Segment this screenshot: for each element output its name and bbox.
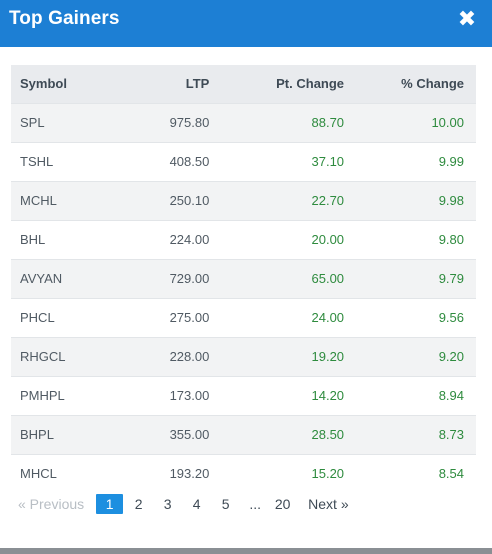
cell-pct-change: 8.54 <box>438 466 464 482</box>
cell-pct-change: 10.00 <box>431 115 464 130</box>
cell-symbol: PMHPL <box>20 388 65 403</box>
table-header-row: Symbol LTP Pt. Change % Change <box>11 65 476 103</box>
cell-pct-change: 8.94 <box>438 388 464 403</box>
cell-ltp: 250.10 <box>169 193 210 208</box>
cell-pt-change: 22.70 <box>311 193 345 208</box>
cell-symbol: RHGCL <box>20 349 66 364</box>
cell-pt-change: 88.70 <box>311 115 345 130</box>
cell-ltp: 173.00 <box>169 388 210 403</box>
cell-pt-change: 14.20 <box>311 388 345 403</box>
cell-ltp: 975.80 <box>169 115 210 130</box>
page-3-button[interactable]: 3 <box>163 496 172 512</box>
table-row[interactable]: MCHL 250.10 22.70 9.98 <box>11 181 476 220</box>
cell-symbol: MHCL <box>20 466 57 482</box>
page-5-button[interactable]: 5 <box>221 496 230 512</box>
column-header-symbol[interactable]: Symbol <box>20 76 67 92</box>
modal-title: Top Gainers <box>9 8 120 29</box>
table-row[interactable]: MHCL 193.20 15.20 8.54 <box>11 454 476 493</box>
page-4-button[interactable]: 4 <box>192 496 201 512</box>
cell-ltp: 729.00 <box>169 271 210 286</box>
cell-pct-change: 9.79 <box>438 271 464 286</box>
cell-symbol: PHCL <box>20 310 55 325</box>
cell-pt-change: 28.50 <box>311 427 345 442</box>
table-row[interactable]: SPL 975.80 88.70 10.00 <box>11 103 476 142</box>
modal-header: Top Gainers ✖ <box>0 0 492 47</box>
cell-symbol: BHPL <box>20 427 54 442</box>
cell-pt-change: 24.00 <box>311 310 345 325</box>
cell-pct-change: 9.56 <box>438 310 464 325</box>
cell-pct-change: 9.20 <box>438 349 464 364</box>
table-row[interactable]: RHGCL 228.00 19.20 9.20 <box>11 337 476 376</box>
footer-bar <box>0 548 492 554</box>
table-row[interactable]: TSHL 408.50 37.10 9.99 <box>11 142 476 181</box>
cell-pct-change: 9.99 <box>438 154 464 169</box>
cell-ltp: 275.00 <box>169 310 210 325</box>
modal-body: Symbol LTP Pt. Change % Change SPL 975.80… <box>11 65 476 493</box>
cell-pt-change: 15.20 <box>311 466 345 482</box>
previous-page-button[interactable]: « Previous <box>18 496 85 512</box>
table-row[interactable]: PMHPL 173.00 14.20 8.94 <box>11 376 476 415</box>
cell-pct-change: 9.98 <box>438 193 464 208</box>
pagination: « Previous 1 2 3 4 5 ... 20 Next » <box>18 494 349 514</box>
cell-symbol: MCHL <box>20 193 57 208</box>
table-row[interactable]: BHPL 355.00 28.50 8.73 <box>11 415 476 454</box>
cell-pt-change: 65.00 <box>311 271 345 286</box>
table-row[interactable]: AVYAN 729.00 65.00 9.79 <box>11 259 476 298</box>
cell-pt-change: 37.10 <box>311 154 345 169</box>
page-2-button[interactable]: 2 <box>134 496 143 512</box>
cell-ltp: 193.20 <box>169 466 210 482</box>
page-1-button[interactable]: 1 <box>96 494 124 514</box>
cell-ltp: 408.50 <box>169 154 210 169</box>
column-header-pct-change[interactable]: % Change <box>401 76 464 92</box>
cell-symbol: SPL <box>20 115 45 130</box>
next-page-button[interactable]: Next » <box>308 496 349 512</box>
page-20-button[interactable]: 20 <box>274 496 291 512</box>
cell-symbol: TSHL <box>20 154 54 169</box>
table-row[interactable]: BHL 224.00 20.00 9.80 <box>11 220 476 259</box>
cell-ltp: 224.00 <box>169 232 210 247</box>
cell-pct-change: 8.73 <box>438 427 464 442</box>
close-icon[interactable]: ✖ <box>457 6 477 31</box>
cell-pt-change: 19.20 <box>311 349 345 364</box>
cell-ltp: 355.00 <box>169 427 210 442</box>
column-header-pt-change[interactable]: Pt. Change <box>276 76 345 92</box>
page-ellipsis: ... <box>249 496 261 512</box>
cell-pt-change: 20.00 <box>311 232 345 247</box>
cell-symbol: BHL <box>20 232 46 247</box>
column-header-ltp[interactable]: LTP <box>185 76 210 92</box>
table-row[interactable]: PHCL 275.00 24.00 9.56 <box>11 298 476 337</box>
cell-symbol: AVYAN <box>20 271 63 286</box>
cell-pct-change: 9.80 <box>438 232 464 247</box>
gainers-table: Symbol LTP Pt. Change % Change SPL 975.80… <box>11 65 476 493</box>
cell-ltp: 228.00 <box>169 349 210 364</box>
